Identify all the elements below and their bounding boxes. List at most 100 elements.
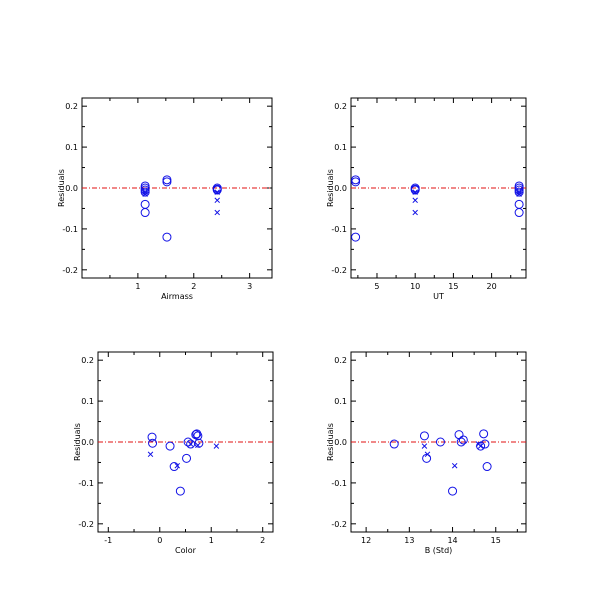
data-point-cross: [412, 209, 418, 216]
plot-2: 5 10 15 20 -0.2 -0.1 0.0 0.1 0.2 UT Residuals: [326, 97, 527, 301]
y-tick-label: 0.1: [65, 143, 78, 152]
x-axis-label: Color: [175, 546, 197, 555]
x-tick-label: 1: [209, 536, 214, 545]
data-point-circle: [140, 208, 150, 218]
x-axis-label: B (Std): [425, 546, 453, 555]
data-point-circle: [482, 462, 492, 472]
data-point-circle: [479, 429, 489, 439]
x-tick-label: 10: [410, 282, 420, 291]
x-tick-label: 5: [374, 282, 379, 291]
x-tick-label: 13: [404, 536, 414, 545]
x-tick-label: 20: [487, 282, 497, 291]
data-point-circle: [448, 486, 458, 496]
x-tick-label: 0: [157, 536, 162, 545]
data-point-circle: [351, 177, 361, 187]
data-point-circle: [419, 431, 429, 441]
data-point-cross: [147, 451, 154, 458]
data-point-circle: [435, 437, 445, 447]
y-tick-label: -0.1: [62, 225, 78, 234]
y-tick-label: -0.2: [62, 266, 78, 275]
data-point-cross: [412, 189, 418, 195]
data-point-cross: [424, 451, 431, 458]
y-tick-label: 0.0: [81, 438, 94, 447]
data-point-circle: [140, 199, 150, 209]
data-point-cross: [214, 189, 220, 195]
data-point-cross: [477, 443, 484, 449]
y-axis-label: Residuals: [326, 169, 335, 207]
x-tick-label: 15: [491, 536, 501, 545]
y-tick-label: -0.1: [331, 225, 347, 234]
data-point-circle: [480, 439, 490, 449]
data-point-cross: [213, 443, 220, 449]
y-tick-label: 0.1: [334, 397, 347, 406]
data-point-circle: [148, 438, 158, 448]
data-point-circle: [193, 431, 203, 441]
data-point-cross: [451, 462, 458, 469]
x-tick-label: 3: [247, 282, 252, 291]
y-tick-label: 0.2: [65, 102, 78, 111]
data-point-cross: [421, 443, 428, 449]
data-point-circle: [410, 185, 420, 195]
data-point-cross: [195, 442, 201, 449]
data-point-circle: [192, 429, 202, 439]
data-point-circle: [454, 430, 464, 440]
data-point-cross: [214, 197, 220, 204]
y-tick-label: -0.2: [78, 520, 94, 529]
data-point-cross: [516, 191, 522, 197]
x-tick-label: 14: [447, 536, 457, 545]
data-point-cross: [214, 209, 220, 216]
x-tick-label: 2: [191, 282, 196, 291]
data-point-circle: [175, 486, 185, 496]
y-tick-label: 0.2: [81, 356, 94, 365]
y-tick-label: 0.2: [334, 356, 347, 365]
data-point-circle: [147, 432, 157, 442]
plot-1: 1 2 3 -0.2 -0.1 0.0 0.1 0.2 Airmass Residuals: [57, 97, 273, 301]
data-point-cross: [174, 462, 181, 469]
data-point-cross: [142, 191, 148, 197]
data-point-circle: [162, 177, 172, 187]
y-tick-label: 0.1: [334, 143, 347, 152]
data-point-cross: [187, 441, 194, 447]
data-point-circle: [458, 435, 468, 445]
data-point-circle: [212, 185, 222, 195]
x-tick-label: -1: [104, 536, 112, 545]
y-tick-label: -0.1: [78, 479, 94, 488]
data-point-cross: [142, 189, 148, 195]
y-tick-label: 0.0: [65, 184, 78, 193]
data-point-circle: [514, 208, 524, 218]
x-axis-label: UT: [433, 292, 444, 301]
x-tick-label: 15: [448, 282, 458, 291]
data-point-circle: [165, 441, 175, 451]
data-point-circle: [456, 437, 466, 447]
data-point-circle: [182, 453, 192, 463]
data-point-circle: [162, 232, 172, 242]
data-point-cross: [412, 197, 418, 204]
y-axis-label: Residuals: [57, 169, 66, 207]
y-tick-label: -0.2: [331, 266, 347, 275]
data-point-cross: [516, 189, 522, 195]
data-point-circle: [191, 430, 201, 440]
data-point-circle: [162, 175, 172, 185]
y-tick-label: 0.2: [334, 102, 347, 111]
data-point-circle: [194, 438, 204, 448]
y-tick-label: -0.1: [331, 479, 347, 488]
y-tick-label: 0.1: [81, 397, 94, 406]
data-point-circle: [351, 175, 361, 185]
y-axis-label: Residuals: [326, 423, 335, 461]
x-tick-label: 2: [260, 536, 265, 545]
plot-4: 12 13 14 15 -0.2 -0.1 0.0 0.1 0.2 B (Std) Residual…: [326, 351, 527, 555]
x-tick-label: 12: [361, 536, 371, 545]
y-tick-label: -0.2: [331, 520, 347, 529]
data-point-circle: [514, 187, 524, 197]
data-point-circle: [389, 439, 399, 449]
plot-3: -1 0 1 2 -0.2 -0.1 0.0 0.1 0.2 Color Residuals: [73, 351, 274, 555]
x-tick-label: 1: [135, 282, 140, 291]
y-tick-label: 0.0: [334, 438, 347, 447]
x-axis-label: Airmass: [161, 292, 193, 301]
data-point-circle: [422, 453, 432, 463]
data-point-circle: [514, 199, 524, 209]
data-point-circle: [351, 232, 361, 242]
data-point-circle: [140, 187, 150, 197]
